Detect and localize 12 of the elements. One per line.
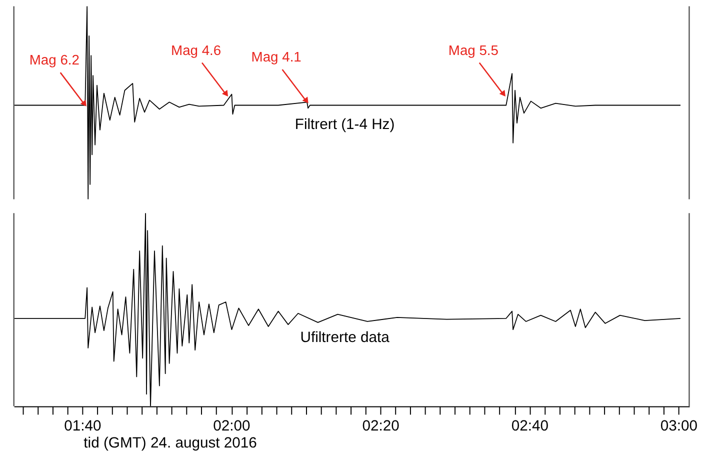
- x-tick-label: 01:40: [64, 418, 102, 435]
- x-axis-title: tid (GMT) 24. august 2016: [84, 435, 257, 452]
- x-tick-label: 02:20: [362, 418, 400, 435]
- series-label: Ufiltrerte data: [300, 330, 390, 346]
- x-tick-label: 02:00: [213, 418, 250, 435]
- x-tick-label: 03:00: [660, 418, 698, 435]
- annotation: Mag 4.1: [251, 48, 302, 65]
- annotation: Mag 6.2: [29, 52, 80, 68]
- annotation: Mag 5.5: [448, 42, 499, 58]
- x-tick-label: 02:40: [511, 418, 548, 435]
- annotation: Mag 4.6: [171, 42, 222, 58]
- series-label: Filtrert (1-4 Hz): [294, 117, 395, 134]
